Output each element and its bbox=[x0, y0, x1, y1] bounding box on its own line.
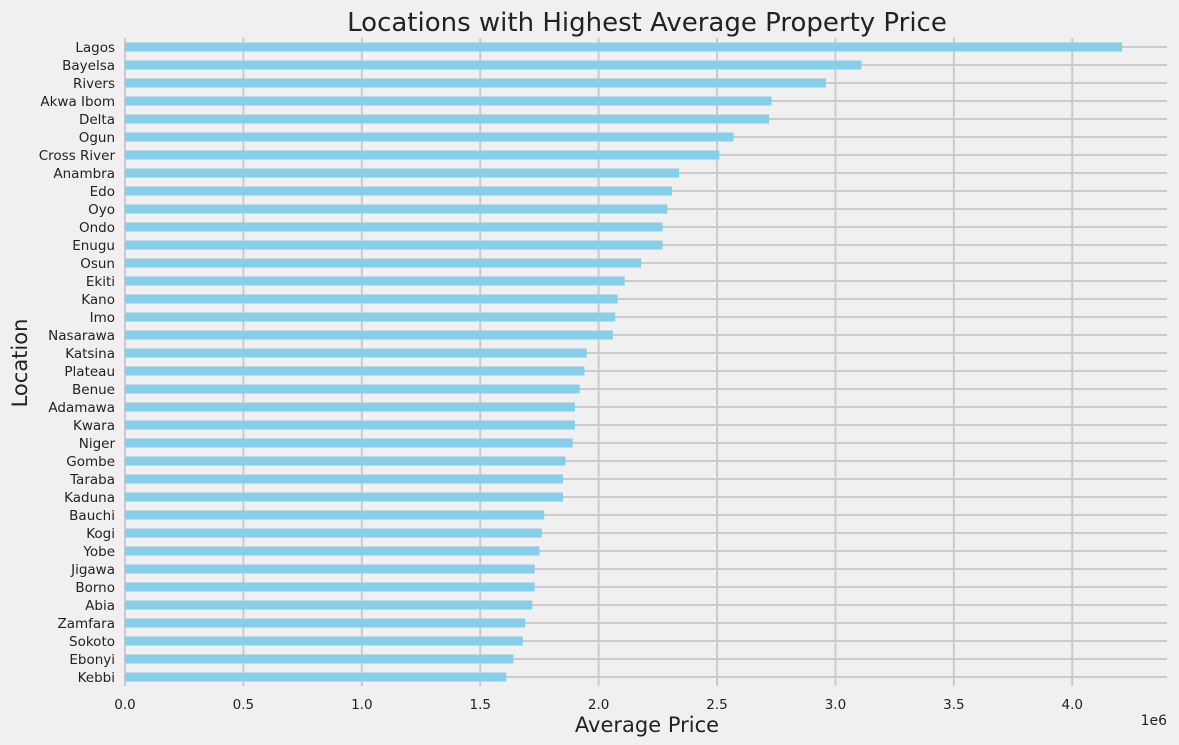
y-tick-label: Ogun bbox=[79, 130, 115, 146]
bar-osun bbox=[125, 258, 642, 268]
y-tick-label: Kebbi bbox=[78, 670, 115, 686]
y-tick-label: Sokoto bbox=[69, 634, 115, 650]
bar-nasarawa bbox=[125, 330, 613, 340]
bar-taraba bbox=[125, 474, 564, 484]
bar-yobe bbox=[125, 546, 540, 556]
y-tick-label: Borno bbox=[75, 580, 115, 596]
bar-benue bbox=[125, 384, 580, 394]
y-tick-label: Oyo bbox=[88, 202, 115, 218]
y-tick-label: Ebonyi bbox=[69, 652, 115, 668]
y-tick-label: Zamfara bbox=[57, 616, 115, 632]
bar-sokoto bbox=[125, 636, 523, 646]
bar-akwa-ibom bbox=[125, 96, 772, 106]
y-tick-label: Enugu bbox=[72, 238, 115, 254]
bar-plateau bbox=[125, 366, 585, 376]
bar-borno bbox=[125, 582, 535, 592]
y-tick-label: Bauchi bbox=[69, 508, 115, 524]
x-axis-label: Average Price bbox=[575, 713, 719, 737]
y-tick-label: Gombe bbox=[66, 454, 115, 470]
x-tick-label: 3.0 bbox=[825, 697, 846, 713]
y-tick-label: Ondo bbox=[79, 220, 115, 236]
y-tick-label: Imo bbox=[90, 310, 115, 326]
bar-anambra bbox=[125, 168, 680, 178]
y-tick-label: Rivers bbox=[73, 76, 115, 92]
bar-rivers bbox=[125, 78, 826, 88]
bar-niger bbox=[125, 438, 573, 448]
y-tick-label: Ekiti bbox=[86, 274, 115, 290]
bar-kaduna bbox=[125, 492, 564, 502]
x-tick-label: 4.0 bbox=[1062, 697, 1083, 713]
bar-katsina bbox=[125, 348, 587, 358]
bar-oyo bbox=[125, 204, 668, 214]
x-tick-labels: 0.0 0.5 1.0 1.5 2.0 2.5 3.0 3.5 4.0 bbox=[114, 697, 1083, 713]
x-tick-label: 2.0 bbox=[588, 697, 609, 713]
y-tick-label: Yobe bbox=[82, 544, 115, 560]
bar-kwara bbox=[125, 420, 575, 430]
y-tick-label: Bayelsa bbox=[62, 58, 115, 74]
y-tick-label: Lagos bbox=[75, 40, 115, 56]
y-tick-label: Nasarawa bbox=[48, 328, 115, 344]
y-tick-label: Katsina bbox=[65, 346, 115, 362]
y-tick-label: Kano bbox=[81, 292, 115, 308]
y-tick-label: Anambra bbox=[53, 166, 115, 182]
y-tick-label: Kogi bbox=[86, 526, 115, 542]
bar-bauchi bbox=[125, 510, 545, 520]
y-tick-label: Plateau bbox=[64, 364, 115, 380]
bar-ebonyi bbox=[125, 654, 514, 664]
bar-enugu bbox=[125, 240, 663, 250]
x-tick-label: 0.0 bbox=[114, 697, 135, 713]
y-axis-label: Location bbox=[8, 319, 32, 408]
y-tick-labels: Lagos Bayelsa Rivers Akwa Ibom Delta Ogun Cros… bbox=[39, 40, 116, 686]
bar-ekiti bbox=[125, 276, 625, 286]
y-tick-label: Kaduna bbox=[64, 490, 115, 506]
y-tick-label: Abia bbox=[85, 598, 115, 614]
y-tick-label: Akwa Ibom bbox=[40, 94, 115, 110]
x-axis-offset-label: 1e6 bbox=[1141, 713, 1168, 729]
x-tick-label: 0.5 bbox=[233, 697, 254, 713]
y-tick-label: Edo bbox=[90, 184, 115, 200]
bar-adamawa bbox=[125, 402, 575, 412]
bar-lagos bbox=[125, 42, 1123, 52]
chart-title: Locations with Highest Average Property … bbox=[347, 8, 947, 38]
bar-ondo bbox=[125, 222, 663, 232]
bar-edo bbox=[125, 186, 673, 196]
bar-kebbi bbox=[125, 672, 507, 682]
bar-kogi bbox=[125, 528, 542, 538]
y-tick-label: Cross River bbox=[39, 148, 116, 164]
y-tick-label: Benue bbox=[72, 382, 115, 398]
x-tick-label: 2.5 bbox=[706, 697, 727, 713]
bar-delta bbox=[125, 114, 770, 124]
x-tick-label: 1.5 bbox=[469, 697, 490, 713]
bar-imo bbox=[125, 312, 616, 322]
x-tick-label: 3.5 bbox=[943, 697, 964, 713]
bars bbox=[125, 42, 1123, 682]
bar-kano bbox=[125, 294, 618, 304]
y-tick-label: Jigawa bbox=[70, 562, 115, 578]
bar-ogun bbox=[125, 132, 734, 142]
bar-cross-river bbox=[125, 150, 720, 160]
bar-abia bbox=[125, 600, 533, 610]
bar-bayelsa bbox=[125, 60, 862, 70]
y-tick-label: Kwara bbox=[73, 418, 115, 434]
bar-jigawa bbox=[125, 564, 535, 574]
x-tick-label: 1.0 bbox=[351, 697, 372, 713]
y-tick-label: Taraba bbox=[69, 472, 115, 488]
y-tick-label: Delta bbox=[79, 112, 115, 128]
bar-gombe bbox=[125, 456, 566, 466]
y-tick-label: Adamawa bbox=[48, 400, 115, 416]
y-tick-label: Osun bbox=[80, 256, 115, 272]
bar-zamfara bbox=[125, 618, 526, 628]
y-tick-label: Niger bbox=[79, 436, 116, 452]
